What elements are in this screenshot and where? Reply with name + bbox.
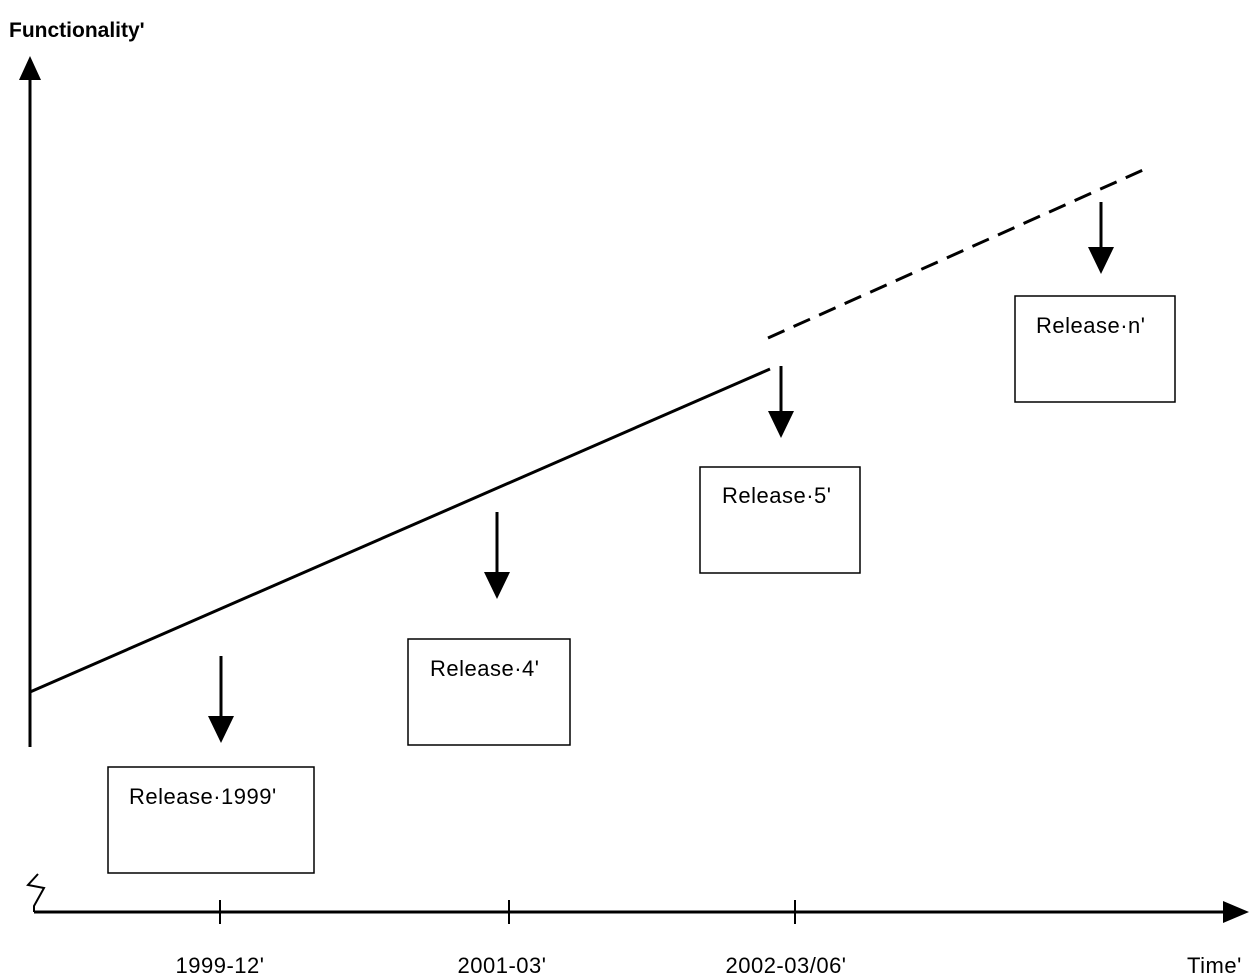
release-label: Release·1999': [129, 784, 277, 809]
functionality-trend-line: [29, 367, 771, 694]
y-axis-label: Functionality': [9, 19, 145, 42]
release-arrow: [768, 366, 794, 438]
release-label: Release·n': [1036, 313, 1145, 338]
x-axis-arrowhead: [1223, 901, 1249, 923]
release-arrow: [484, 512, 510, 599]
release-box-n: Release·n': [1014, 295, 1176, 403]
x-tick-label: 2002-03/06': [725, 953, 846, 977]
axis-break-symbol: [26, 873, 46, 912]
projected-trend-line: [767, 168, 1144, 340]
release-arrow: [1088, 202, 1114, 274]
release-box-1999: Release·1999': [107, 766, 315, 874]
release-label: Release·4': [430, 656, 539, 681]
x-axis-label: Time': [1187, 953, 1242, 977]
release-box-4: Release·4': [407, 638, 571, 746]
y-axis-arrowhead: [19, 56, 41, 80]
release-arrow: [208, 656, 234, 743]
x-tick-label: 1999-12': [176, 953, 265, 977]
x-tick-label: 2001-03': [458, 953, 547, 977]
release-label: Release·5': [722, 483, 831, 508]
release-box-5: Release·5': [699, 466, 861, 574]
